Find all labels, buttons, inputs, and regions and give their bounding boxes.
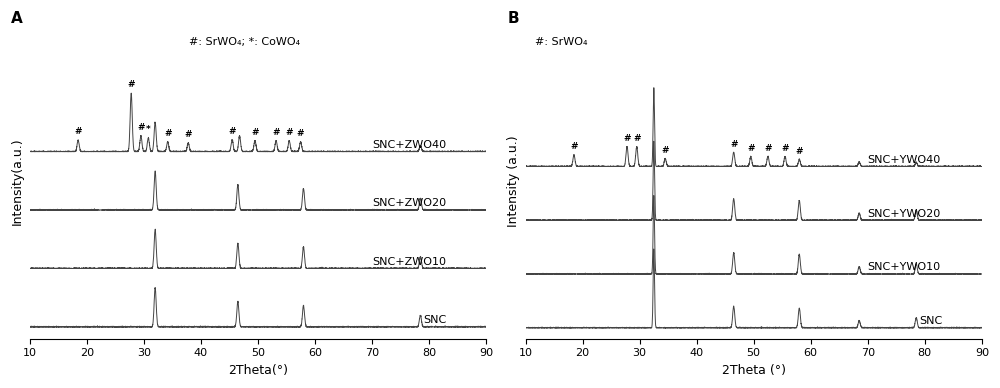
Text: #: # — [127, 80, 135, 89]
Text: #: # — [228, 127, 236, 136]
Y-axis label: Intensity(a.u.): Intensity(a.u.) — [11, 137, 24, 225]
Text: SNC+YWO10: SNC+YWO10 — [868, 262, 941, 272]
Text: #: # — [796, 147, 803, 156]
Text: #: # — [747, 144, 755, 153]
Text: SNC: SNC — [919, 316, 942, 326]
Text: #: # — [633, 134, 640, 143]
Text: SNC+YWO40: SNC+YWO40 — [868, 155, 941, 165]
Text: #: # — [730, 140, 737, 149]
Text: SNC+ZWO10: SNC+ZWO10 — [372, 256, 446, 267]
Text: SNC+ZWO20: SNC+ZWO20 — [372, 198, 446, 208]
Text: SNC+YWO20: SNC+YWO20 — [868, 208, 941, 218]
Text: #: # — [781, 144, 789, 153]
Text: #: # — [297, 129, 304, 138]
Text: #: # — [137, 123, 145, 132]
Text: #: # — [661, 146, 669, 155]
X-axis label: 2Theta (°): 2Theta (°) — [722, 364, 786, 377]
Text: #: # — [764, 144, 772, 153]
Text: #: # — [184, 130, 192, 139]
Text: #: # — [285, 128, 293, 137]
Text: #: # — [272, 128, 280, 137]
Text: SNC+ZWO40: SNC+ZWO40 — [372, 140, 446, 150]
Text: #: SrWO₄; *: CoWO₄: #: SrWO₄; *: CoWO₄ — [189, 37, 301, 47]
Text: #: # — [570, 142, 578, 151]
X-axis label: 2Theta(°): 2Theta(°) — [228, 364, 288, 377]
Text: B: B — [507, 11, 519, 26]
Text: #: # — [251, 128, 259, 137]
Y-axis label: Intensity (a.u.): Intensity (a.u.) — [507, 135, 520, 227]
Text: #: SrWO₄: #: SrWO₄ — [535, 37, 587, 47]
Text: *: * — [146, 125, 151, 134]
Text: #: # — [164, 129, 171, 138]
Text: #: # — [623, 134, 631, 143]
Text: #: # — [74, 127, 82, 136]
Text: SNC: SNC — [423, 315, 446, 325]
Text: A: A — [11, 11, 23, 26]
